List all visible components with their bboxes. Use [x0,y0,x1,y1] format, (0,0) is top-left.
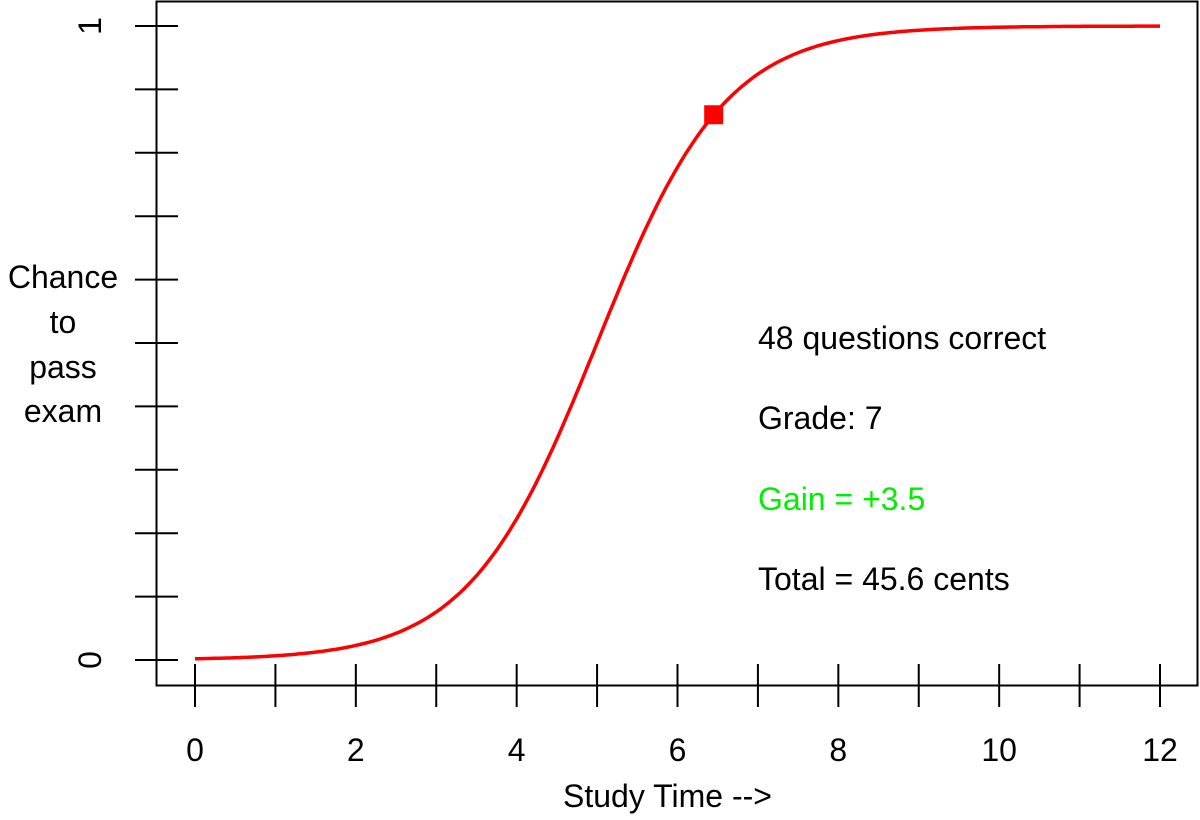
x-tick-label: 2 [347,732,365,768]
grade-text: Grade: 7 [758,400,883,436]
y-tick-label: 1 [72,17,108,35]
logistic-curve [194,24,1160,661]
x-tick-label: 4 [508,732,526,768]
y-axis-label-line: pass [29,349,97,385]
total-text: Total = 45.6 cents [758,561,1010,597]
x-axis-label: Study Time --> [563,778,772,814]
y-tick-label: 0 [72,651,108,669]
current-point-marker [704,105,724,125]
gain-text: Gain = +3.5 [758,481,926,517]
y-axis-label-line: to [49,304,77,340]
y-axis-ticks: 01 [72,17,178,669]
x-tick-label: 8 [829,732,847,768]
y-axis-label-line: Chance [7,259,119,295]
x-tick-label: 12 [1142,732,1178,768]
y-axis-label-line: exam [23,393,103,429]
x-tick-label: 0 [186,732,204,768]
x-tick-label: 10 [981,732,1017,768]
x-tick-label: 6 [669,732,687,768]
x-axis-ticks: 0 2 4 6 8 10 12 [186,664,1178,768]
questions-correct-text: 48 questions correct [758,320,1047,356]
